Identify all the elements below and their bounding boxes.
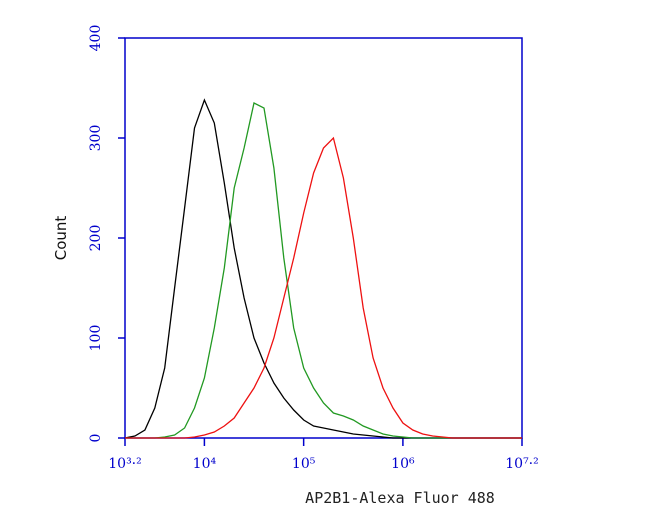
histogram-line bbox=[124, 98, 522, 439]
y-tick-label: 300 bbox=[88, 125, 104, 152]
x-tick-label: 10⁵ bbox=[292, 456, 316, 472]
x-axis-label: AP2B1-Alexa Fluor 488 bbox=[305, 489, 495, 507]
x-tick-label: 10³·² bbox=[108, 456, 142, 472]
x-tick-label: 10⁶ bbox=[391, 456, 415, 472]
plot-frame bbox=[124, 37, 523, 439]
x-tick-label: 10⁷·² bbox=[505, 456, 539, 472]
y-tick-label: 100 bbox=[88, 325, 104, 352]
histogram-line bbox=[125, 102, 522, 439]
y-tick-label: 400 bbox=[88, 25, 104, 52]
x-tick-label: 10⁴ bbox=[193, 456, 217, 472]
y-tick-label: 200 bbox=[88, 225, 104, 252]
y-tick-label: 0 bbox=[88, 434, 104, 443]
y-axis-label: Count bbox=[52, 216, 70, 261]
histogram-line bbox=[125, 136, 522, 439]
